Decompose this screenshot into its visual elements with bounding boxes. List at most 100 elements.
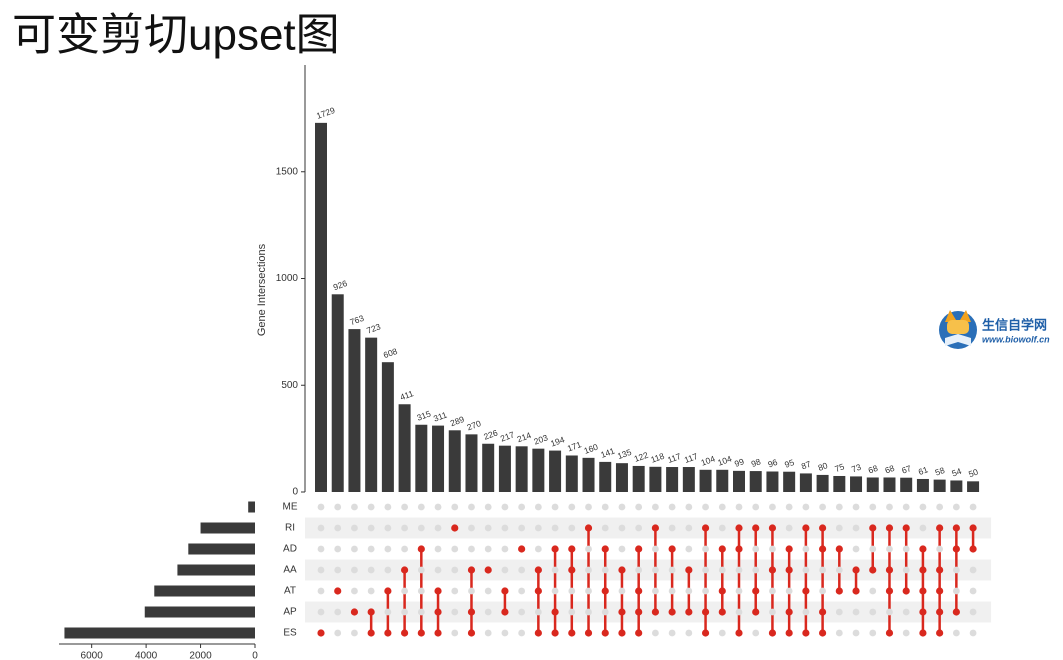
- member-dot: [434, 629, 442, 637]
- empty-dot: [685, 503, 693, 511]
- empty-dot: [852, 545, 860, 553]
- empty-dot: [601, 608, 609, 616]
- member-dot: [601, 587, 609, 595]
- intersection-bar: [766, 471, 779, 492]
- intersection-bar: [599, 461, 612, 492]
- bar-value-label: 289: [449, 414, 466, 428]
- intersection-bar: [799, 473, 812, 492]
- intersection-bar: [415, 424, 428, 492]
- member-dot: [635, 629, 643, 637]
- empty-dot: [618, 524, 626, 532]
- matrix-stripe: [305, 601, 992, 623]
- intersection-bar: [850, 476, 863, 492]
- empty-dot: [568, 524, 576, 532]
- empty-dot: [969, 629, 977, 637]
- empty-dot: [635, 503, 643, 511]
- member-dot: [852, 566, 860, 574]
- intersection-bar: [632, 465, 645, 492]
- empty-dot: [367, 587, 375, 595]
- member-dot: [401, 629, 409, 637]
- member-dot: [501, 587, 509, 595]
- empty-dot: [902, 545, 910, 553]
- empty-dot: [785, 524, 793, 532]
- empty-dot: [501, 629, 509, 637]
- member-dot: [885, 629, 894, 637]
- empty-dot: [769, 608, 776, 616]
- member-dot: [768, 629, 777, 637]
- empty-dot: [384, 524, 392, 532]
- empty-dot: [869, 608, 877, 616]
- bar-value-label: 104: [700, 453, 717, 467]
- empty-dot: [936, 545, 944, 553]
- member-dot: [902, 524, 910, 532]
- member-dot: [584, 524, 593, 532]
- empty-dot: [585, 608, 592, 616]
- empty-dot: [802, 566, 810, 574]
- empty-dot: [417, 587, 425, 595]
- empty-dot: [401, 545, 408, 553]
- member-dot: [969, 545, 977, 553]
- empty-dot: [401, 587, 408, 595]
- member-dot: [768, 524, 777, 532]
- empty-dot: [451, 608, 459, 616]
- member-dot: [434, 608, 442, 616]
- member-dot: [735, 545, 743, 553]
- empty-dot: [936, 503, 944, 511]
- member-dot: [518, 545, 526, 553]
- member-dot: [367, 608, 375, 616]
- empty-dot: [468, 503, 475, 511]
- empty-dot: [735, 566, 743, 574]
- empty-dot: [317, 566, 325, 574]
- empty-dot: [501, 503, 509, 511]
- empty-dot: [718, 566, 726, 574]
- empty-dot: [601, 503, 609, 511]
- bar-value-label: 122: [633, 450, 650, 464]
- member-dot: [952, 524, 960, 532]
- member-dot: [601, 629, 609, 637]
- member-dot: [919, 566, 927, 574]
- member-dot: [551, 629, 559, 637]
- intersection-bar: [883, 477, 896, 492]
- empty-dot: [702, 503, 709, 511]
- empty-dot: [518, 587, 526, 595]
- member-dot: [752, 608, 760, 616]
- bar-value-label: 98: [750, 456, 763, 469]
- intersection-bar: [498, 445, 511, 492]
- empty-dot: [902, 566, 910, 574]
- intersection-bar: [783, 471, 796, 492]
- empty-dot: [668, 566, 676, 574]
- empty-dot: [618, 587, 626, 595]
- logo-url: www.biowolf.cn: [982, 334, 1050, 344]
- empty-dot: [518, 629, 526, 637]
- y-tick-label: 0: [292, 487, 298, 498]
- intersection-bar: [381, 362, 394, 492]
- empty-dot: [702, 545, 709, 553]
- empty-dot: [802, 608, 810, 616]
- empty-dot: [869, 503, 877, 511]
- bar-value-label: 68: [867, 463, 880, 476]
- member-dot: [752, 524, 760, 532]
- empty-dot: [401, 524, 408, 532]
- bar-value-label: 723: [365, 321, 382, 335]
- member-dot: [936, 587, 944, 595]
- member-dot: [735, 524, 743, 532]
- bar-value-label: 96: [766, 457, 779, 470]
- empty-dot: [685, 524, 693, 532]
- empty-dot: [819, 503, 826, 511]
- empty-dot: [568, 608, 576, 616]
- bar-value-label: 104: [716, 453, 733, 467]
- intersection-bar: [682, 467, 695, 492]
- empty-dot: [434, 503, 442, 511]
- member-dot: [852, 587, 860, 595]
- member-dot: [869, 566, 877, 574]
- member-dot: [936, 566, 944, 574]
- member-dot: [384, 587, 392, 595]
- empty-dot: [351, 545, 358, 553]
- empty-dot: [902, 608, 910, 616]
- empty-dot: [969, 608, 977, 616]
- bar-value-label: 214: [516, 430, 533, 444]
- bar-value-label: 763: [348, 313, 365, 327]
- empty-dot: [468, 524, 475, 532]
- intersection-bar: [933, 479, 946, 492]
- bar-value-label: 270: [466, 418, 483, 432]
